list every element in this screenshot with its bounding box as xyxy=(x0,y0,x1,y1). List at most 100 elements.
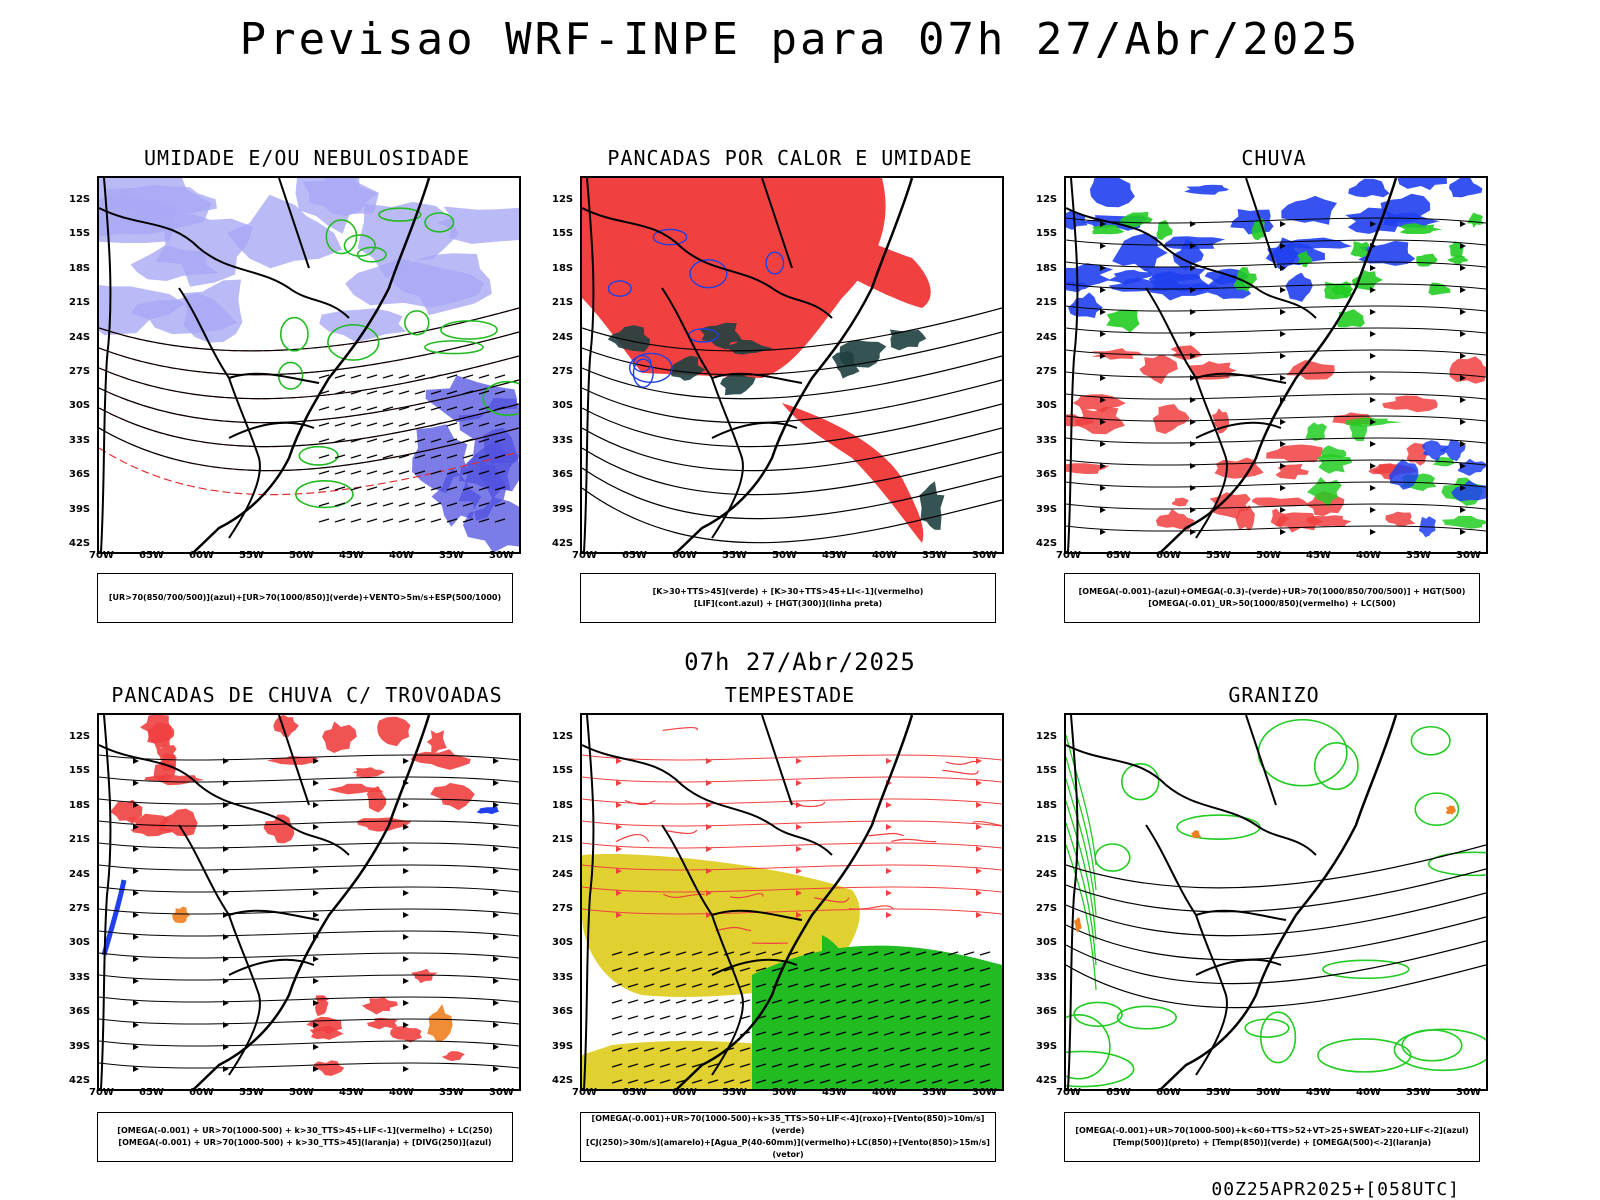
lon-tick-label: 60W xyxy=(672,1087,697,1098)
lat-tick-label: 24S xyxy=(1036,331,1058,343)
forecast-map xyxy=(1064,713,1488,1091)
lat-tick-label: 30S xyxy=(1036,937,1058,949)
panel-title: TEMPESTADE xyxy=(724,683,856,707)
lon-tick-label: 70W xyxy=(89,550,114,561)
legend-line-1: [K>30+TTS>45](verde) + [K>30+TTS>45+LI<-… xyxy=(652,587,924,596)
panel-legend: [OMEGA(-0.001)+UR>70(1000-500)+k<60+TTS>… xyxy=(1064,1112,1480,1162)
lat-tick-label: 30S xyxy=(69,937,91,949)
lon-tick-label: 30W xyxy=(1456,550,1481,561)
lon-tick-label: 50W xyxy=(772,1087,797,1098)
lat-tick-label: 36S xyxy=(552,469,574,481)
lon-tick-label: 45W xyxy=(339,1087,364,1098)
lat-tick-label: 15S xyxy=(1036,765,1058,777)
lat-tick-label: 36S xyxy=(552,1006,574,1018)
lon-tick-label: 45W xyxy=(1306,1087,1331,1098)
lat-tick-label: 21S xyxy=(552,297,574,309)
lon-tick-label: 65W xyxy=(1106,1087,1131,1098)
lat-tick-label: 15S xyxy=(1036,228,1058,240)
lat-tick-label: 18S xyxy=(69,262,91,274)
lat-tick-label: 33S xyxy=(69,434,91,446)
lon-tick-label: 30W xyxy=(489,550,514,561)
lon-tick-label: 35W xyxy=(922,1087,947,1098)
lat-tick-label: 33S xyxy=(1036,971,1058,983)
lon-tick-label: 45W xyxy=(822,1087,847,1098)
panel-legend: [K>30+TTS>45](verde) + [K>30+TTS>45+LI<-… xyxy=(580,573,996,623)
lat-tick-label: 39S xyxy=(69,1040,91,1052)
lon-tick-label: 50W xyxy=(1256,550,1281,561)
legend-line-1: [OMEGA(-0.001)+UR>70(1000-500)+k<60+TTS>… xyxy=(1075,1126,1469,1135)
lon-tick-label: 40W xyxy=(1356,550,1381,561)
lat-tick-label: 30S xyxy=(1036,400,1058,412)
panel-legend: [OMEGA(-0.001) + UR>70(1000-500) + k>30_… xyxy=(97,1112,513,1162)
panel-title: GRANIZO xyxy=(1228,683,1320,707)
forecast-map xyxy=(580,176,1004,554)
legend-line-2: [OMEGA(-0.01)_UR>50(1000/850)(vermelho) … xyxy=(1148,599,1396,608)
lon-tick-label: 50W xyxy=(289,1087,314,1098)
lat-tick-label: 39S xyxy=(552,1040,574,1052)
lon-tick-label: 70W xyxy=(89,1087,114,1098)
lat-tick-label: 15S xyxy=(69,228,91,240)
lon-tick-label: 30W xyxy=(489,1087,514,1098)
legend-line-2: [LIF](cont.azul) + [HGT(300)](linha pret… xyxy=(693,599,883,608)
lat-tick-label: 33S xyxy=(69,971,91,983)
lat-tick-label: 27S xyxy=(69,366,91,377)
legend-line-1: [OMEGA(-0.001) + UR>70(1000-500) + k>30_… xyxy=(117,1126,493,1135)
map-canvas xyxy=(99,715,519,1089)
lon-tick-label: 60W xyxy=(1156,1087,1181,1098)
lon-tick-label: 35W xyxy=(439,550,464,561)
lon-tick-label: 40W xyxy=(1356,1087,1381,1098)
lon-tick-label: 65W xyxy=(622,550,647,561)
lat-tick-label: 42S xyxy=(1036,538,1058,549)
legend-line-1: [UR>70(850/700/500)](azul)+[UR>70(1000/8… xyxy=(108,593,502,602)
lat-tick-label: 33S xyxy=(552,971,574,983)
lon-tick-label: 35W xyxy=(1406,550,1431,561)
lat-tick-label: 27S xyxy=(69,903,91,914)
lon-tick-label: 60W xyxy=(189,1087,214,1098)
lon-tick-label: 50W xyxy=(772,550,797,561)
lat-tick-label: 24S xyxy=(69,868,91,880)
lat-tick-label: 18S xyxy=(1036,799,1058,811)
lat-tick-label: 12S xyxy=(552,194,574,205)
map-canvas xyxy=(99,178,519,552)
lon-tick-label: 40W xyxy=(872,550,897,561)
lat-tick-label: 24S xyxy=(552,868,574,880)
lon-tick-label: 30W xyxy=(972,550,997,561)
legend-line-1: [OMEGA(-0.001)-(azul)+OMEGA(-0.3)-(verde… xyxy=(1078,587,1466,596)
lon-tick-label: 55W xyxy=(1206,1087,1231,1098)
main-title: Previsao WRF-INPE para 07h 27/Abr/2025 xyxy=(239,14,1361,65)
lon-tick-label: 45W xyxy=(339,550,364,561)
lat-tick-label: 12S xyxy=(1036,731,1058,742)
lat-tick-label: 18S xyxy=(69,799,91,811)
lat-tick-label: 30S xyxy=(552,400,574,412)
lat-tick-label: 42S xyxy=(1036,1075,1058,1086)
legend-line-2: [OMEGA(-0.001) + UR>70(1000-500) + k>30_… xyxy=(118,1138,492,1147)
lat-tick-label: 18S xyxy=(1036,262,1058,274)
map-canvas xyxy=(1066,715,1486,1089)
panel-title: UMIDADE E/OU NEBULOSIDADE xyxy=(143,146,471,170)
lat-tick-label: 21S xyxy=(69,834,91,846)
lon-tick-label: 40W xyxy=(389,550,414,561)
lon-tick-label: 45W xyxy=(822,550,847,561)
lon-tick-label: 55W xyxy=(239,1087,264,1098)
forecast-map xyxy=(97,713,521,1091)
lat-tick-label: 18S xyxy=(552,262,574,274)
lat-tick-label: 39S xyxy=(1036,1040,1058,1052)
lon-tick-label: 55W xyxy=(722,550,747,561)
lat-tick-label: 42S xyxy=(552,1075,574,1086)
middle-date-label: 07h 27/Abr/2025 xyxy=(684,648,916,676)
lat-tick-label: 36S xyxy=(1036,1006,1058,1018)
lat-tick-label: 27S xyxy=(552,903,574,914)
lon-tick-label: 65W xyxy=(1106,550,1131,561)
lon-tick-label: 40W xyxy=(872,1087,897,1098)
lat-tick-label: 30S xyxy=(69,400,91,412)
lon-tick-label: 65W xyxy=(622,1087,647,1098)
lon-tick-label: 55W xyxy=(1206,550,1231,561)
lon-tick-label: 50W xyxy=(1256,1087,1281,1098)
lat-tick-label: 12S xyxy=(69,194,91,205)
lat-tick-label: 30S xyxy=(552,937,574,949)
lat-tick-label: 42S xyxy=(552,538,574,549)
lat-tick-label: 42S xyxy=(69,538,91,549)
lon-tick-label: 35W xyxy=(922,550,947,561)
lon-tick-label: 60W xyxy=(1156,550,1181,561)
lat-tick-label: 33S xyxy=(1036,434,1058,446)
